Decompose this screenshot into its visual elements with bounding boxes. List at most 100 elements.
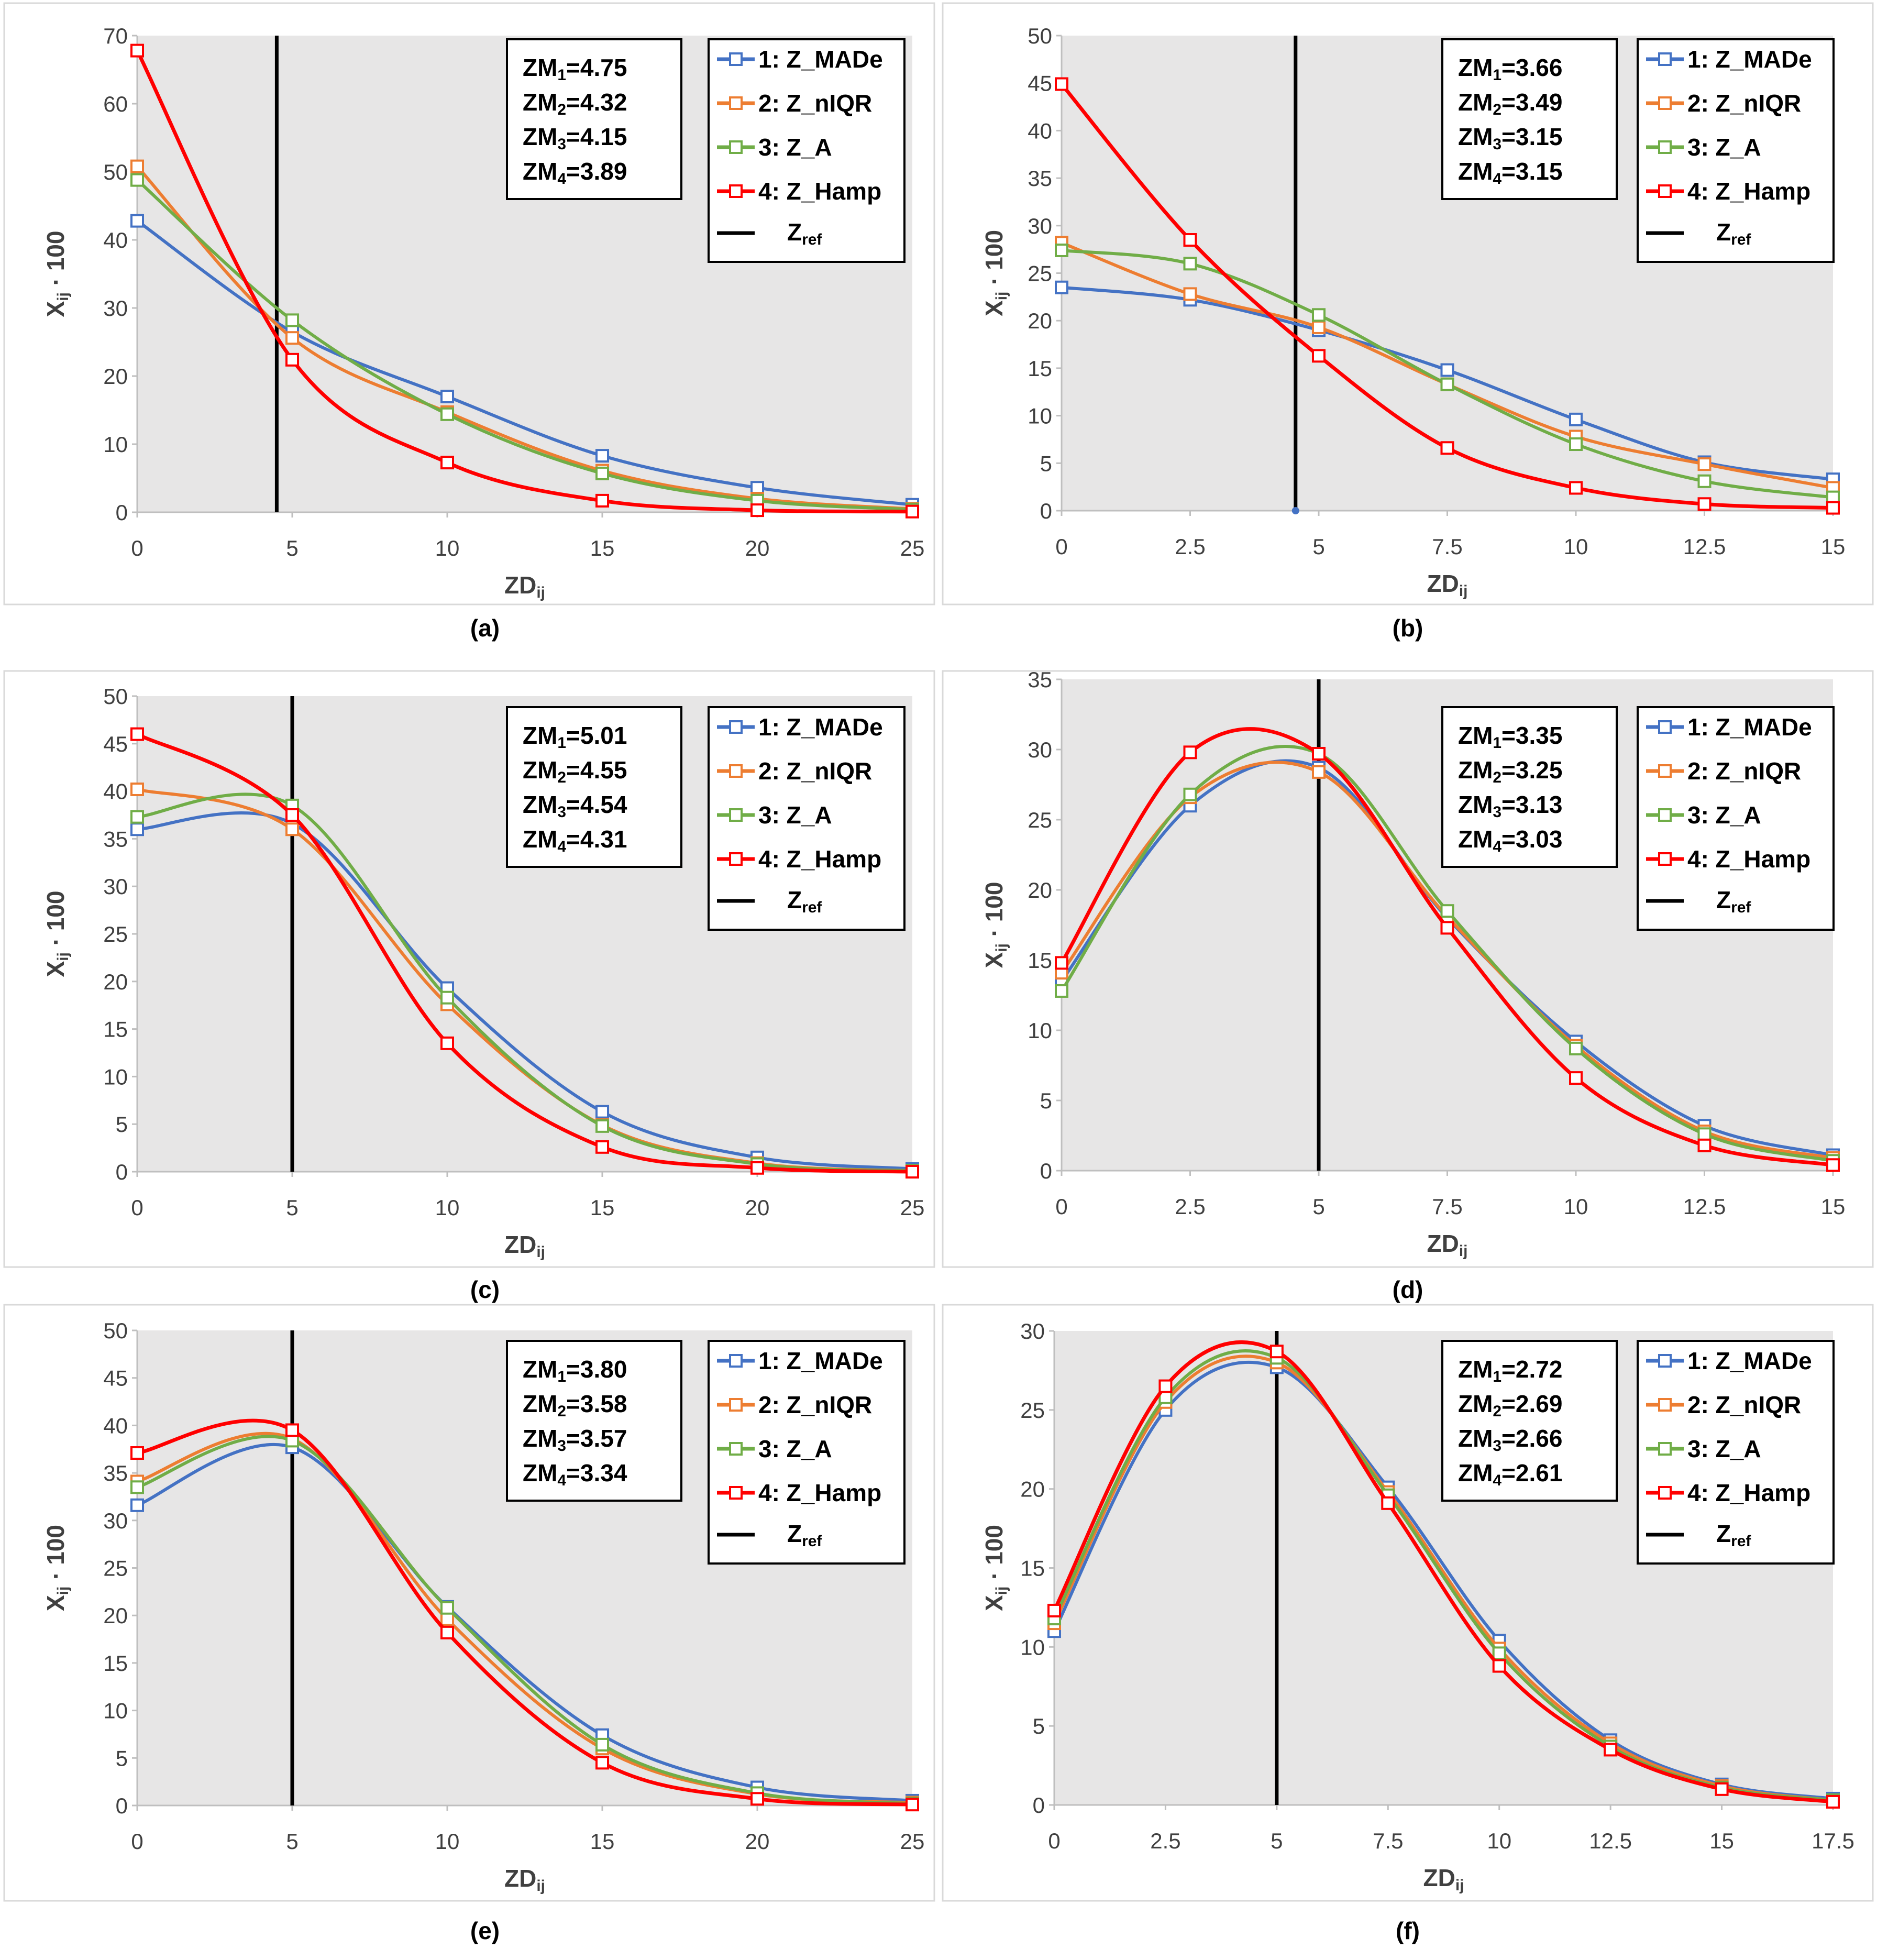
data-point — [1440, 377, 1454, 391]
legend-entry-label: 2: Z_nIQR — [1687, 1391, 1801, 1418]
zm-value: ZM3=3.15 — [1458, 123, 1562, 153]
y-axis-label: Xij · 100 — [980, 1525, 1010, 1611]
data-point — [440, 1612, 454, 1626]
zm-value: ZM2=3.58 — [523, 1390, 627, 1420]
x-tick-label: 5 — [1312, 1194, 1324, 1219]
data-point — [1312, 308, 1326, 322]
x-tick-label: 15 — [590, 1195, 615, 1220]
x-tick-label: 20 — [745, 1829, 770, 1854]
data-point — [1312, 747, 1326, 761]
zm-value: ZM2=2.69 — [1458, 1390, 1562, 1420]
panel-caption: (f) — [1396, 1917, 1420, 1944]
data-point — [440, 990, 454, 1005]
y-tick-label: 0 — [1040, 499, 1052, 523]
legend-swatch-marker — [1658, 808, 1672, 822]
y-tick-label: 50 — [103, 1318, 128, 1343]
data-point — [1183, 745, 1197, 759]
data-point — [1440, 441, 1454, 455]
series-line-3 — [1060, 744, 1834, 1163]
zm-value: ZM2=4.55 — [523, 756, 627, 786]
data-point — [285, 808, 299, 822]
data-point — [906, 1165, 919, 1179]
legend-entry-label: 3: Z_A — [1687, 1435, 1761, 1462]
data-point — [130, 810, 144, 824]
panel-caption: (d) — [1393, 1276, 1423, 1303]
data-point — [130, 727, 144, 741]
data-point — [440, 390, 454, 403]
data-point — [1055, 280, 1068, 294]
legend-swatch-marker — [729, 720, 743, 734]
data-point — [130, 43, 144, 58]
x-axis-label: ZDij — [1427, 1230, 1468, 1260]
x-tick-label: 10 — [435, 1195, 460, 1220]
legend-swatch-marker — [729, 140, 743, 154]
legend-entry-label: 1: Z_MADe — [758, 46, 883, 73]
zm-value: ZM1=3.80 — [523, 1356, 627, 1385]
data-point — [1826, 1794, 1840, 1809]
y-tick-label: 50 — [103, 160, 128, 184]
x-tick-label: 10 — [1564, 534, 1588, 559]
y-tick-label: 20 — [103, 364, 128, 389]
y-tick-label: 5 — [1040, 451, 1052, 476]
legend-entry-label: 3: Z_A — [758, 801, 832, 829]
legend-swatch-marker — [1658, 52, 1672, 66]
data-point — [440, 1601, 454, 1615]
x-axis-label: ZDij — [504, 571, 545, 601]
zm-value: ZM3=3.57 — [523, 1425, 627, 1455]
x-axis-label: ZDij — [504, 1231, 545, 1261]
data-point — [1697, 497, 1712, 511]
x-tick-label: 15 — [590, 1829, 615, 1854]
y-tick-label: 10 — [1028, 404, 1052, 428]
data-point — [1312, 320, 1326, 334]
y-tick-label: 30 — [1028, 737, 1052, 762]
y-tick-label: 30 — [1028, 214, 1052, 238]
legend-entry-label: 1: Z_MADe — [1687, 1347, 1812, 1374]
zm-annotation-box — [1441, 706, 1618, 868]
data-point — [595, 493, 609, 508]
zm-annotation-box — [1441, 38, 1618, 200]
y-tick-label: 70 — [103, 24, 128, 48]
y-tick-label: 15 — [103, 1017, 128, 1042]
panel-caption: (a) — [470, 614, 500, 642]
series-line-3 — [136, 179, 913, 511]
zm-value: ZM2=4.32 — [523, 89, 627, 118]
series-line-4 — [1060, 727, 1834, 1167]
x-tick-label: 10 — [1564, 1194, 1588, 1219]
data-point — [1312, 349, 1326, 363]
legend-entry-label: 3: Z_A — [758, 134, 832, 161]
zm-value: ZM3=3.13 — [1458, 791, 1562, 821]
x-tick-label: 2.5 — [1175, 534, 1205, 559]
data-point — [440, 1625, 454, 1639]
zm-value: ZM4=3.89 — [523, 158, 627, 188]
y-tick-label: 15 — [103, 1651, 128, 1676]
y-tick-label: 50 — [103, 684, 128, 709]
legend-entry-label: 2: Z_nIQR — [758, 90, 872, 117]
data-point — [595, 1105, 609, 1119]
x-tick-label: 0 — [1048, 1829, 1060, 1853]
legend-swatch-marker — [1658, 1486, 1672, 1500]
y-tick-label: 40 — [103, 1413, 128, 1438]
zm-value: ZM4=4.31 — [523, 825, 627, 855]
x-tick-label: 12.5 — [1683, 1194, 1726, 1219]
legend-swatch-marker — [729, 764, 743, 778]
data-point — [440, 407, 454, 421]
y-tick-label: 10 — [103, 432, 128, 457]
legend-entry-label: 1: Z_MADe — [758, 1347, 883, 1374]
data-point — [1697, 457, 1712, 471]
data-point — [1183, 257, 1197, 271]
zm-annotation-box — [506, 1340, 682, 1502]
data-point — [1826, 501, 1840, 515]
data-point — [750, 1792, 764, 1806]
zref-marker — [1291, 507, 1299, 514]
zm-value: ZM4=3.03 — [1458, 825, 1562, 855]
legend-swatch-marker — [729, 1442, 743, 1456]
data-point — [285, 331, 299, 345]
y-tick-label: 30 — [1020, 1319, 1045, 1344]
data-point — [750, 503, 764, 517]
y-tick-label: 10 — [1020, 1635, 1045, 1659]
data-point — [906, 1798, 919, 1812]
legend-entry-label: 1: Z_MADe — [1687, 713, 1812, 741]
y-tick-label: 45 — [103, 732, 128, 756]
y-tick-label: 40 — [103, 779, 128, 804]
